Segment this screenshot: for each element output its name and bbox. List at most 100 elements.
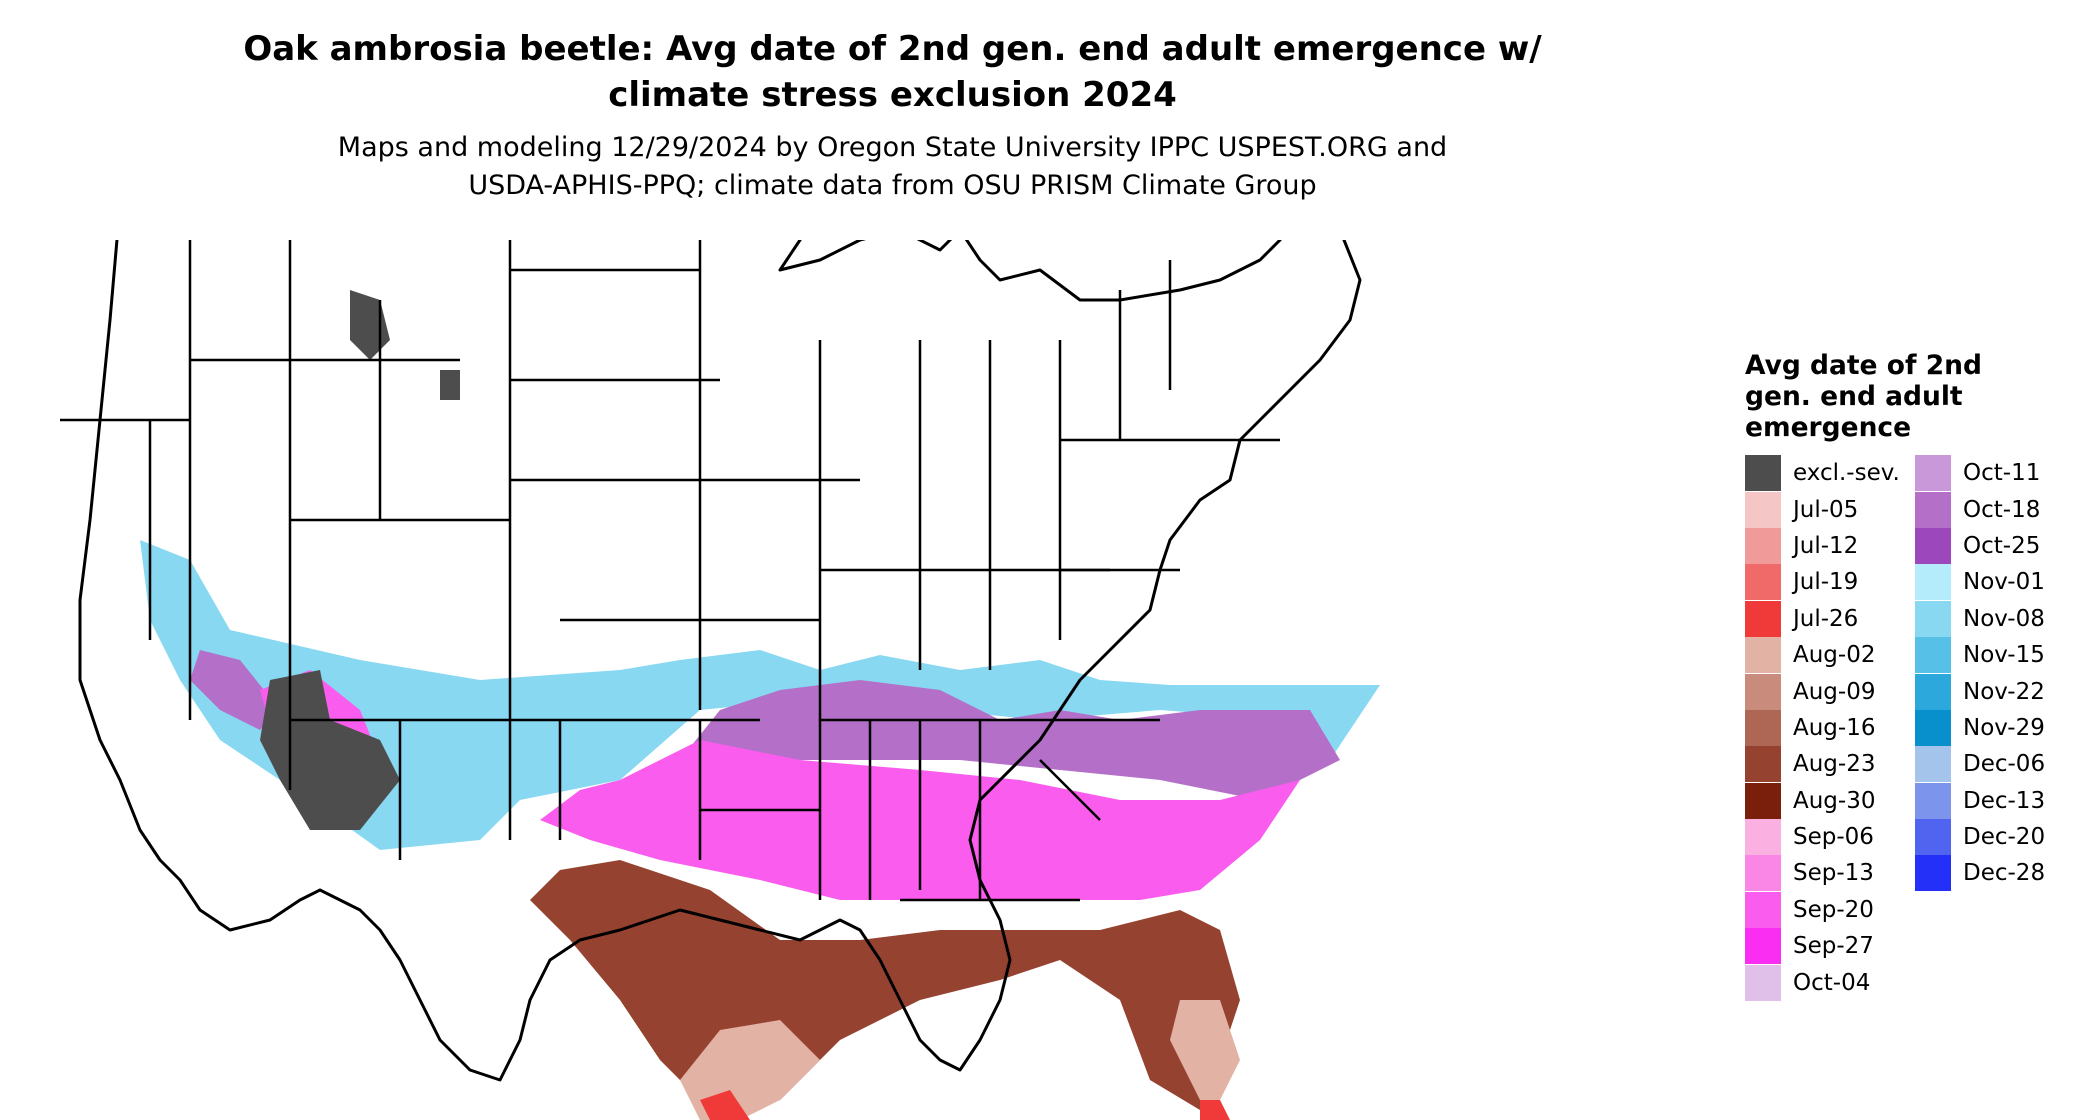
legend-item: Nov-15	[1915, 637, 2085, 674]
legend-label: Aug-09	[1793, 678, 1876, 705]
legend-item: Nov-01	[1915, 564, 2085, 601]
zone-sep-magenta	[260, 670, 1300, 900]
legend-item: Dec-13	[1915, 782, 2085, 819]
legend-item: Sep-13	[1745, 855, 1915, 892]
legend-title-line-3: emergence	[1745, 412, 1912, 443]
legend-item: Jul-26	[1745, 600, 1915, 637]
zone-oct-purple	[190, 650, 1340, 800]
legend-swatch	[1915, 709, 1951, 746]
legend-label: Sep-13	[1793, 860, 1874, 887]
legend-swatch	[1915, 782, 1951, 819]
us-map	[60, 240, 1380, 1120]
legend-swatch	[1745, 455, 1781, 492]
subtitle-line-1: Maps and modeling 12/29/2024 by Oregon S…	[337, 132, 1448, 163]
legend-swatch	[1745, 709, 1781, 746]
map-legend: Avg date of 2nd gen. end adult emergence…	[1745, 350, 2085, 1001]
legend-swatch	[1745, 564, 1781, 601]
legend-title: Avg date of 2nd gen. end adult emergence	[1745, 350, 2085, 443]
legend-label: Jul-19	[1793, 569, 1859, 596]
legend-item: Nov-29	[1915, 709, 2085, 746]
legend-label: Oct-11	[1963, 460, 2041, 487]
legend-swatch	[1915, 564, 1951, 601]
legend-swatch	[1915, 491, 1951, 528]
legend-item: Nov-22	[1915, 673, 2085, 710]
legend-swatch	[1915, 600, 1951, 637]
legend-label: Aug-30	[1793, 787, 1876, 814]
legend-swatch	[1745, 746, 1781, 783]
legend-columns: excl.-sev. Jul-05 Jul-12 Jul-19 Jul-26 Aug-02…	[1745, 455, 2085, 1001]
border-line	[1039, 759, 1101, 821]
legend-swatch	[1915, 855, 1951, 892]
state-boundaries	[78, 240, 1362, 1082]
state-lines	[60, 240, 1280, 902]
legend-label: Jul-05	[1793, 496, 1859, 523]
legend-item: Aug-30	[1745, 782, 1915, 819]
legend-swatch	[1915, 455, 1951, 492]
legend-item: Jul-19	[1745, 564, 1915, 601]
legend-item: Aug-09	[1745, 673, 1915, 710]
title-line-2: climate stress exclusion 2024	[608, 75, 1177, 115]
legend-label: Sep-20	[1793, 896, 1874, 923]
legend-item: Nov-08	[1915, 600, 2085, 637]
map-color-zones	[140, 240, 1380, 1120]
legend-item: Oct-25	[1915, 527, 2085, 564]
map-subtitle: Maps and modeling 12/29/2024 by Oregon S…	[0, 129, 1785, 205]
legend-item: Sep-27	[1745, 928, 1915, 965]
legend-title-line-1: Avg date of 2nd	[1745, 350, 1982, 381]
legend-label: Nov-22	[1963, 678, 2045, 705]
legend-label: Aug-02	[1793, 642, 1876, 669]
legend-label: Oct-04	[1793, 969, 1871, 996]
legend-label: Dec-20	[1963, 824, 2046, 851]
legend-item: Aug-23	[1745, 746, 1915, 783]
legend-swatch	[1745, 491, 1781, 528]
legend-swatch	[1915, 746, 1951, 783]
legend-swatch	[1745, 891, 1781, 928]
legend-label: Nov-29	[1963, 714, 2045, 741]
legend-label: Dec-13	[1963, 787, 2046, 814]
legend-item: Dec-28	[1915, 855, 2085, 892]
legend-column-1: excl.-sev. Jul-05 Jul-12 Jul-19 Jul-26 Aug-02…	[1745, 455, 1915, 1001]
legend-item: Oct-11	[1915, 455, 2085, 492]
legend-item: Aug-16	[1745, 709, 1915, 746]
legend-swatch	[1745, 964, 1781, 1001]
legend-swatch	[1915, 527, 1951, 564]
us-outline	[78, 240, 1362, 1082]
legend-swatch	[1915, 637, 1951, 674]
legend-label: Jul-12	[1793, 532, 1859, 559]
zone-north-dark	[350, 240, 700, 400]
legend-item: excl.-sev.	[1745, 455, 1915, 492]
legend-label: Sep-27	[1793, 933, 1874, 960]
legend-swatch	[1745, 782, 1781, 819]
legend-label: Aug-16	[1793, 714, 1876, 741]
legend-label: Sep-06	[1793, 824, 1874, 851]
legend-label: Dec-06	[1963, 751, 2046, 778]
map-title: Oak ambrosia beetle: Avg date of 2nd gen…	[0, 26, 1785, 118]
legend-item: Jul-12	[1745, 527, 1915, 564]
legend-item: Dec-20	[1915, 819, 2085, 856]
legend-swatch	[1915, 673, 1951, 710]
title-line-1: Oak ambrosia beetle: Avg date of 2nd gen…	[243, 29, 1542, 69]
legend-title-line-2: gen. end adult	[1745, 381, 1963, 412]
legend-label: Oct-25	[1963, 532, 2041, 559]
legend-swatch	[1745, 673, 1781, 710]
legend-label: Nov-08	[1963, 605, 2045, 632]
legend-label: Oct-18	[1963, 496, 2041, 523]
legend-swatch	[1745, 600, 1781, 637]
legend-label: Nov-15	[1963, 642, 2045, 669]
zone-nov-blue	[140, 540, 1380, 850]
legend-item: Jul-05	[1745, 491, 1915, 528]
legend-swatch	[1915, 819, 1951, 856]
legend-swatch	[1745, 928, 1781, 965]
legend-label: Aug-23	[1793, 751, 1876, 778]
subtitle-line-2: USDA-APHIS-PPQ; climate data from OSU PR…	[468, 170, 1317, 201]
legend-item: Oct-18	[1915, 491, 2085, 528]
legend-swatch	[1745, 527, 1781, 564]
legend-label: Dec-28	[1963, 860, 2046, 887]
legend-label: Jul-26	[1793, 605, 1859, 632]
legend-label: Nov-01	[1963, 569, 2045, 596]
legend-swatch	[1745, 637, 1781, 674]
legend-item: Dec-06	[1915, 746, 2085, 783]
legend-item: Aug-02	[1745, 637, 1915, 674]
legend-label: excl.-sev.	[1793, 460, 1900, 487]
legend-swatch	[1745, 855, 1781, 892]
